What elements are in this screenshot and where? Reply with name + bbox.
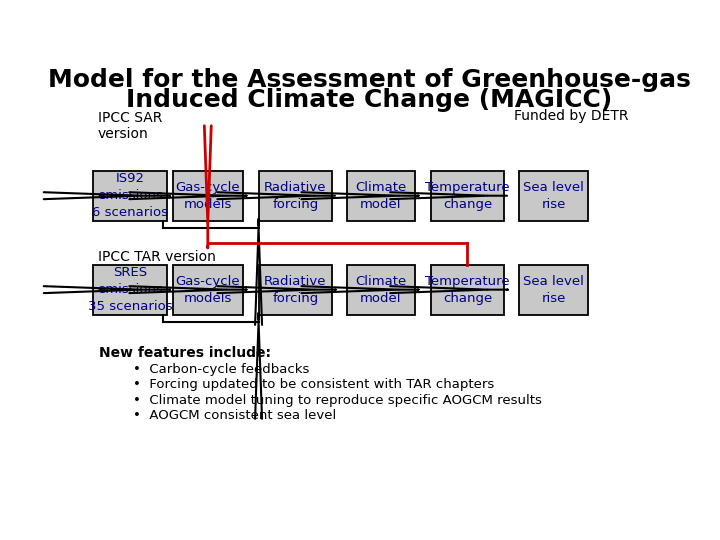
Text: IPCC SAR
version: IPCC SAR version (98, 111, 162, 141)
Text: Temperature
change: Temperature change (425, 181, 510, 211)
Text: New features include:: New features include: (99, 346, 271, 360)
Bar (519, 265, 588, 315)
Text: Temperature
change: Temperature change (425, 275, 510, 305)
Bar (346, 265, 415, 315)
Text: Funded by DETR: Funded by DETR (514, 109, 629, 123)
Text: SRES
emissions
35 scenarios: SRES emissions 35 scenarios (88, 266, 173, 313)
Text: IS92
emissions
6 scenarios: IS92 emissions 6 scenarios (92, 172, 168, 219)
Bar (431, 171, 504, 221)
Text: Climate
model: Climate model (355, 181, 406, 211)
Bar (346, 171, 415, 221)
Text: Sea level
rise: Sea level rise (523, 181, 584, 211)
Text: •  Forcing updated to be consistent with TAR chapters: • Forcing updated to be consistent with … (132, 378, 494, 391)
Text: IPCC TAR version: IPCC TAR version (98, 249, 215, 264)
Bar (173, 171, 243, 221)
Text: •  AOGCM consistent sea level: • AOGCM consistent sea level (132, 409, 336, 422)
Text: Climate
model: Climate model (355, 275, 406, 305)
Text: Radiative
forcing: Radiative forcing (264, 275, 327, 305)
Bar (94, 171, 167, 221)
Text: Induced Climate Change (MAGICC): Induced Climate Change (MAGICC) (126, 88, 612, 112)
Text: Sea level
rise: Sea level rise (523, 275, 584, 305)
Text: •  Climate model tuning to reproduce specific AOGCM results: • Climate model tuning to reproduce spec… (132, 394, 541, 407)
Bar (94, 265, 167, 315)
Text: •  Carbon-cycle feedbacks: • Carbon-cycle feedbacks (132, 363, 309, 376)
Bar (258, 171, 332, 221)
Bar (519, 171, 588, 221)
Bar (173, 265, 243, 315)
Bar (258, 265, 332, 315)
Text: Gas-cycle
models: Gas-cycle models (176, 275, 240, 305)
Text: Model for the Assessment of Greenhouse-gas: Model for the Assessment of Greenhouse-g… (48, 68, 690, 92)
Text: Radiative
forcing: Radiative forcing (264, 181, 327, 211)
Bar (431, 265, 504, 315)
Text: Gas-cycle
models: Gas-cycle models (176, 181, 240, 211)
